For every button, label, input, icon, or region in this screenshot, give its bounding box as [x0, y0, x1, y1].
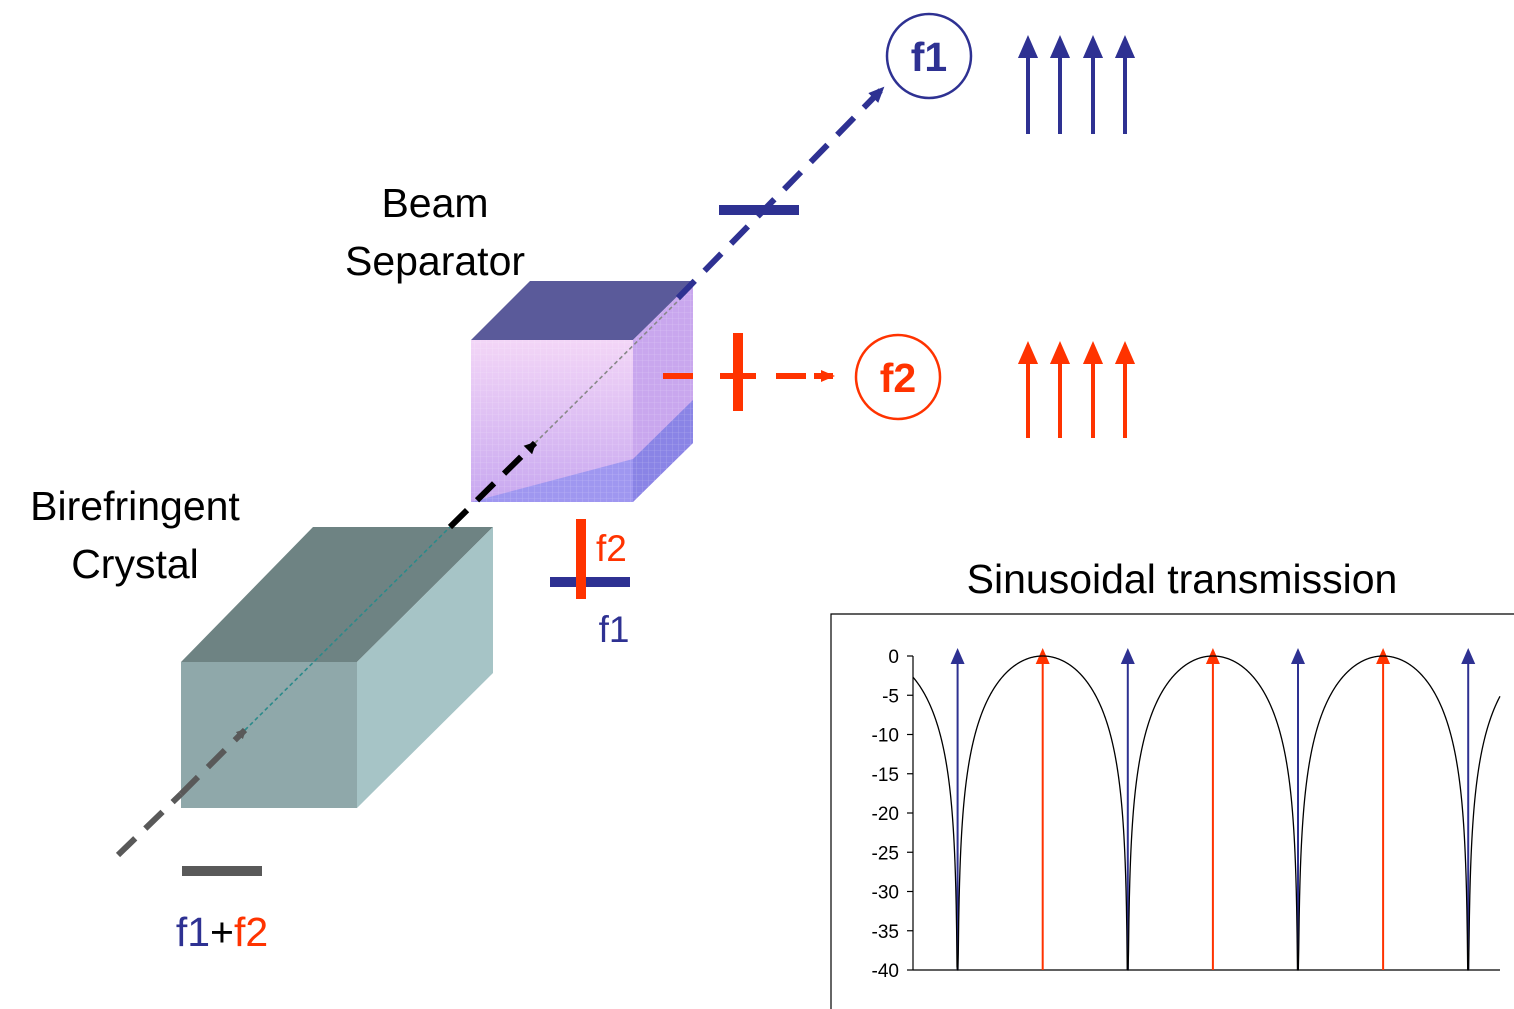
f1-marker-arrowhead: [950, 648, 965, 664]
f2-spectrum-arrows: [1017, 341, 1136, 438]
f1-spectrum-arrows: [1017, 35, 1136, 134]
birefringent-label-line2: Crystal: [71, 541, 199, 587]
transmission-curve: [912, 655, 1501, 971]
pol-cross-f2-label: f2: [596, 528, 627, 569]
f1-marker-arrowhead: [1461, 648, 1476, 664]
birefringent-crystal: [181, 527, 493, 808]
y-tick-label: -40: [872, 961, 899, 982]
input-label-f2: f2: [234, 909, 268, 955]
separator-beam: [447, 286, 693, 530]
y-tick-label: 0: [888, 647, 899, 668]
crystal-front-face: [181, 662, 357, 808]
input-beam: [115, 526, 451, 858]
y-tick-label: -10: [872, 726, 899, 747]
pol-cross-f1-label: f1: [599, 609, 630, 650]
input-label-plus: +: [210, 909, 234, 955]
birefringent-label-line1: Birefringent: [30, 483, 240, 529]
chart-marker-lines: [950, 648, 1476, 970]
crystal-side-face: [357, 527, 493, 808]
y-tick-label: -15: [872, 765, 899, 786]
y-tick-label: -5: [882, 686, 899, 707]
chart-frame: [830, 613, 1514, 1009]
separator-top-face: [471, 281, 693, 340]
y-tick-label: -20: [872, 804, 899, 825]
f1-output-beam: [675, 85, 886, 301]
transmission-chart: Sinusoidal transmission 0 -5 -10 -15 -20 -25 -…: [830, 556, 1514, 1009]
f2-output-beam: [663, 333, 835, 411]
f2-polarization-bar: [733, 333, 743, 411]
input-label: f1+f2: [176, 909, 268, 955]
f2-output-label: f2: [880, 355, 916, 401]
beam-separator: [471, 281, 693, 502]
f1-output-circle: [885, 12, 973, 100]
f1-polarization-bar: [719, 205, 799, 215]
input-polarization-bar: [182, 866, 262, 876]
beam-separator-label-line2: Separator: [345, 238, 525, 284]
input-label-f1: f1: [176, 909, 210, 955]
beam-separator-label-line1: Beam: [381, 180, 488, 226]
y-tick-label: -25: [872, 843, 899, 864]
pol-cross-f2-bar: [576, 519, 586, 599]
pol-cross-f1-bar: [550, 577, 630, 587]
y-tick-label: -30: [872, 883, 899, 904]
f2-output-circle: [854, 333, 942, 421]
f1-marker-arrowhead: [1291, 648, 1306, 664]
f1-output-label: f1: [911, 34, 947, 80]
polarization-cross: [550, 519, 630, 599]
f1-marker-arrowhead: [1120, 648, 1135, 664]
y-tick-label: -35: [872, 922, 899, 943]
chart-title: Sinusoidal transmission: [967, 556, 1398, 602]
chart-y-axis: 0 -5 -10 -15 -20 -25 -30 -35 -40: [872, 647, 1500, 982]
